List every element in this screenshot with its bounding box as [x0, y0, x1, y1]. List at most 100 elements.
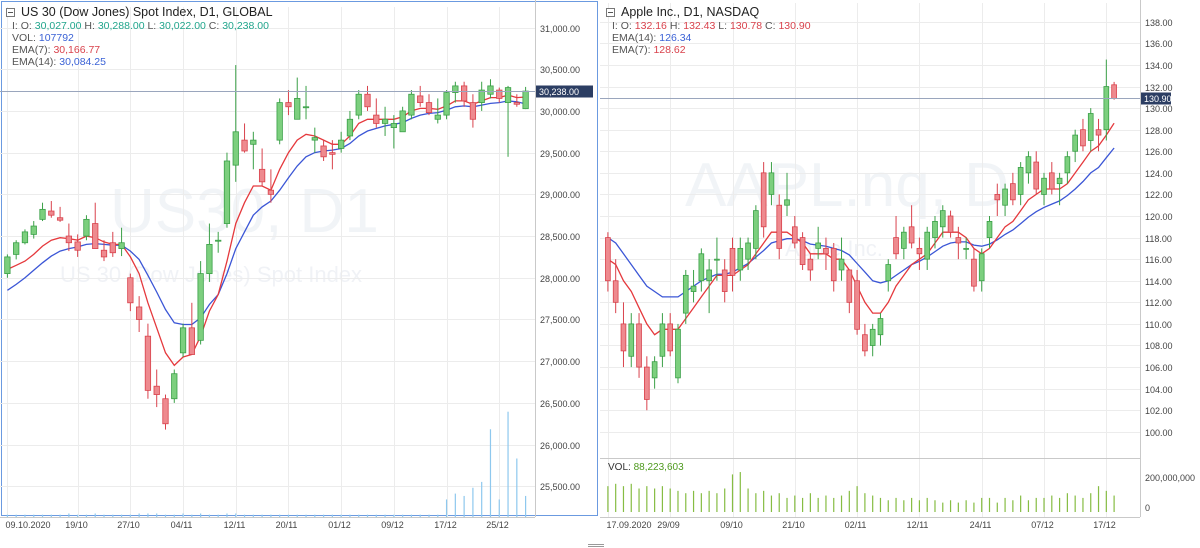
volume-bar	[794, 495, 796, 512]
volume-bar	[305, 514, 307, 517]
candle-body	[294, 98, 301, 120]
candle-body	[92, 223, 99, 249]
volume-bar	[918, 500, 921, 512]
volume-bar	[1004, 497, 1006, 512]
volume-bar	[755, 493, 757, 512]
candle-body	[109, 242, 116, 254]
candle-body	[461, 85, 468, 102]
volume-bar	[472, 487, 474, 517]
indicator-row: VOL: 107792	[12, 32, 273, 44]
candle-body	[399, 110, 406, 133]
candle-body	[206, 244, 213, 274]
volume-bar	[50, 514, 52, 517]
volume-bar	[848, 490, 850, 512]
x-tick-label: 09.10.2020	[6, 520, 51, 530]
candle-body	[706, 269, 712, 282]
x-tick-label: 02/11	[845, 520, 867, 530]
candle-body	[784, 199, 790, 206]
x-tick-label: 17.09.2020	[607, 520, 652, 530]
chart-timeframe: D1	[199, 5, 216, 19]
volume-bar	[646, 486, 648, 512]
volume-bar	[654, 488, 656, 512]
volume-bar	[489, 429, 492, 517]
candle-body	[636, 323, 642, 368]
y-tick-label: 27,500.00	[540, 315, 580, 325]
pane-resize-handle[interactable]	[588, 544, 604, 547]
y-tick-label: 29,500.00	[540, 149, 580, 159]
low-value: 130.78	[729, 20, 763, 32]
indicator-label: VOL:	[12, 32, 36, 44]
volume-bar	[41, 514, 44, 517]
volume-bar	[270, 514, 272, 517]
candle-body	[232, 131, 239, 166]
candle-body	[522, 90, 529, 110]
volume-bar	[235, 513, 237, 517]
volume-bar	[24, 514, 26, 517]
volume-bar	[747, 488, 749, 512]
high-value: 30,288.00	[97, 20, 145, 32]
collapse-icon[interactable]	[606, 7, 615, 17]
candle-body	[21, 231, 29, 244]
indicator-label: EMA(14):	[612, 32, 657, 44]
candle-body	[955, 237, 962, 244]
candle-body	[1072, 134, 1078, 152]
candle-body	[971, 258, 977, 287]
volume-bar	[864, 493, 866, 512]
candle-body	[698, 253, 705, 282]
y-tick-label: 112.00	[1145, 298, 1172, 308]
candle-body	[496, 89, 503, 99]
us30-chart-canvas[interactable]: 31,000.00 30,500.00 30,000.00 29,500.00 29,0…	[0, 0, 600, 548]
y-tick-label: 138.00	[1145, 18, 1173, 28]
indicator-row: EMA(7): 128.62	[612, 44, 811, 56]
y-tick-label: 104.00	[1145, 385, 1173, 395]
y-tick-label: 30,500.00	[540, 65, 580, 75]
volume-bar	[669, 488, 671, 512]
volume-bar	[226, 513, 228, 517]
volume-bar	[973, 502, 975, 512]
candle-body	[760, 172, 767, 228]
aapl-chart-canvas[interactable]: 138.00 136.00 134.00 132.00 130.00 128.00 126.…	[600, 0, 1200, 548]
volume-tick-label: 0	[1145, 503, 1150, 513]
indicator-row: EMA(14): 30,084.25	[12, 56, 273, 68]
volume-bar	[949, 500, 952, 512]
y-tick-label: 108.00	[1145, 341, 1173, 351]
close-label: C:	[208, 20, 220, 32]
volume-bar	[926, 497, 928, 512]
volume-bar	[630, 483, 632, 512]
volume-bar	[410, 514, 413, 517]
x-tick-label: 09/12	[381, 520, 404, 530]
ohlc-row: I: O: 30,027.00 H: 30,288.00 L: 30,022.0…	[12, 20, 273, 32]
collapse-icon[interactable]	[6, 7, 15, 17]
us30-chart-panel[interactable]: US30, D1 US 30 (Dow Jones) Spot Index 31…	[0, 0, 600, 548]
volume-bar	[903, 500, 905, 512]
volume-bar	[739, 472, 741, 512]
volume-bar	[957, 502, 959, 512]
chart-title: US 30 (Dow Jones) Spot Index	[21, 5, 193, 19]
candle-body	[729, 247, 736, 276]
aapl-chart-panel[interactable]: AAPL.nq, D Apple Inc. 138.00 136.00 134.00…	[600, 0, 1200, 548]
open-value: 30,027.00	[34, 20, 82, 32]
candle-body	[355, 93, 362, 116]
volume-bar	[817, 497, 819, 512]
candle-body	[745, 242, 751, 260]
y-tick-label: 30,000.00	[540, 107, 580, 117]
volume-bar	[287, 514, 290, 517]
y-tick-label: 114.00	[1145, 277, 1172, 287]
aapl-legend: Apple Inc., D1, NASDAQ I: O: 132.16 H: 1…	[606, 4, 811, 56]
volume-bar	[191, 514, 193, 517]
candle-body	[628, 323, 635, 357]
candle-body	[830, 247, 837, 282]
volume-bar	[138, 513, 140, 517]
x-tick-label: 01/12	[328, 520, 351, 530]
volume-bar	[33, 514, 35, 517]
volume-bar	[6, 514, 8, 517]
candle-body	[1056, 177, 1063, 185]
volume-bar	[164, 514, 167, 517]
candle-body	[877, 318, 884, 336]
y-tick-label: 130.00	[1145, 104, 1173, 114]
volume-bar	[200, 513, 202, 517]
y-tick-label: 27,000.00	[540, 357, 580, 367]
candle-body	[737, 247, 744, 271]
high-value: 132.43	[683, 20, 716, 32]
volume-bar	[208, 514, 211, 517]
